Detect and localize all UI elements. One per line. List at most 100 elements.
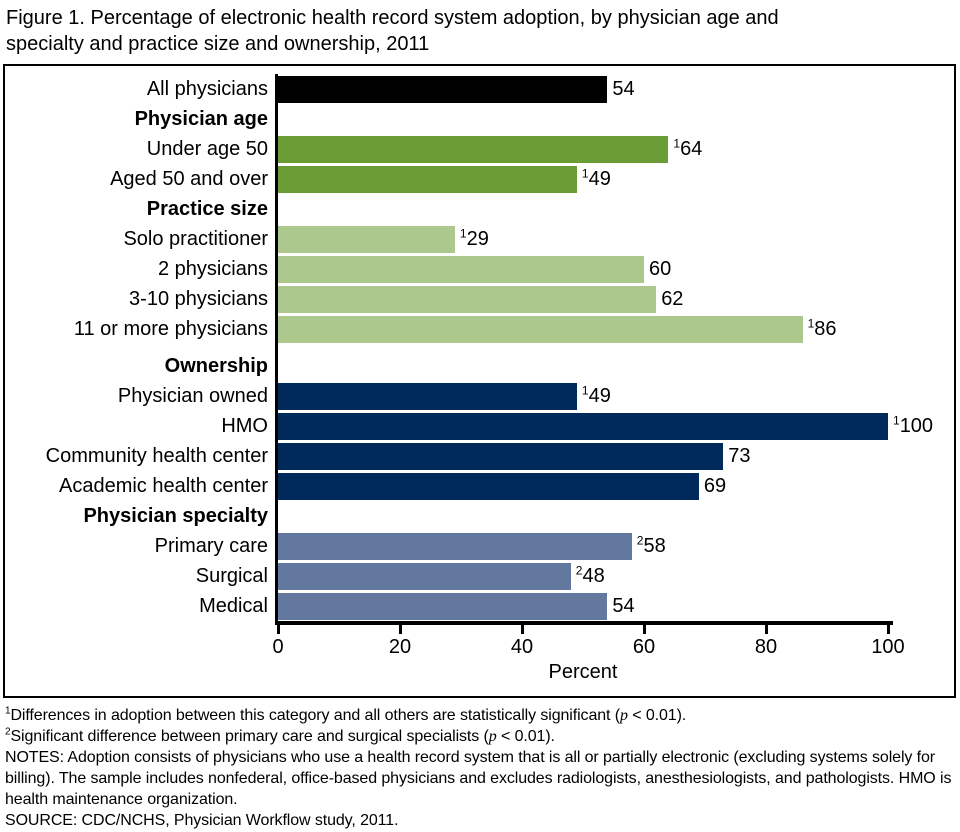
bar-value-label: 258	[636, 532, 666, 557]
row-plot	[275, 196, 954, 223]
category-label: 11 or more physicians	[73, 317, 268, 340]
category-label: Solo practitioner	[123, 227, 268, 250]
x-axis-tick	[764, 625, 768, 634]
footnote-2-p: p	[488, 728, 497, 745]
bar-all-physicians	[278, 75, 608, 103]
row-plot	[275, 503, 954, 530]
row-plot: 129	[275, 225, 954, 253]
bar-value-label: 248	[575, 562, 605, 587]
x-axis-tick	[398, 625, 402, 634]
footnote-1-text: Differences in adoption between this cat…	[10, 707, 620, 724]
row-plot: 62	[275, 285, 954, 313]
group-header-row: Physician age	[5, 104, 954, 134]
category-label: Medical	[199, 594, 268, 617]
group-header-label: Practice size	[146, 197, 268, 220]
bar-3-10-physicians	[278, 285, 657, 313]
footnote-2-text: Significant difference between primary c…	[10, 728, 489, 745]
bar-row: Community health center 73	[5, 441, 954, 471]
row-plot: 149	[275, 382, 954, 410]
group-header-row: Ownership	[5, 351, 954, 381]
row-plot: 1100	[275, 412, 954, 440]
bar-value-label: 149	[581, 165, 611, 190]
bar-row: Solo practitioner 129	[5, 224, 954, 254]
bar-row: Primary care 258	[5, 531, 954, 561]
bar-row: 2 physicians 60	[5, 254, 954, 284]
bar-primary-care	[278, 532, 632, 560]
x-axis-tick	[520, 625, 524, 634]
bar-surgical	[278, 562, 571, 590]
footnote-2: 2Significant difference between primary …	[5, 726, 954, 747]
bar-row: Surgical 248	[5, 561, 954, 591]
bar-value-label: 186	[807, 315, 837, 340]
row-plot: 54	[275, 75, 954, 103]
category-label: 3-10 physicians	[129, 287, 268, 310]
chart-box: All physicians 54 Physician age Under age 5…	[3, 64, 956, 698]
category-label: Community health center	[45, 444, 268, 467]
row-plot: 164	[275, 135, 954, 163]
bar-hmo	[278, 412, 888, 440]
x-axis-tick-label: 40	[510, 636, 534, 658]
bar-row: 11 or more physicians 186	[5, 314, 954, 344]
category-label: Academic health center	[58, 474, 268, 497]
bar-value-label: 164	[673, 135, 703, 160]
row-plot	[275, 353, 954, 380]
footnotes: 1Differences in adoption between this ca…	[0, 698, 960, 831]
row-plot: 69	[275, 472, 954, 500]
x-axis-tick	[886, 625, 890, 634]
x-axis-tick-label: 20	[388, 636, 412, 658]
row-plot: 54	[275, 592, 954, 620]
footnote-1: 1Differences in adoption between this ca…	[5, 705, 954, 726]
x-axis-tick-label: 80	[754, 636, 778, 658]
bar-row: Physician owned 149	[5, 381, 954, 411]
bar-aged-50-and-over	[278, 165, 577, 193]
group-header-row: Physician specialty	[5, 501, 954, 531]
group-header-label: Physician age	[134, 107, 268, 130]
x-axis-tick	[642, 625, 646, 634]
x-axis-tick	[276, 625, 280, 634]
category-label: Primary care	[154, 534, 268, 557]
category-label: HMO	[221, 414, 268, 437]
category-label: Physician owned	[117, 384, 268, 407]
x-axis-tick-label: 100	[871, 636, 905, 658]
bar-community-health-center	[278, 442, 724, 470]
row-plot: 73	[275, 442, 954, 470]
bar-rows: All physicians 54 Physician age Under age 5…	[5, 74, 954, 621]
category-label: 2 physicians	[157, 257, 268, 280]
x-axis-baseline	[275, 621, 893, 625]
row-plot	[275, 106, 954, 133]
bar-row: All physicians 54	[5, 74, 954, 104]
bar-value-label: 73	[728, 444, 751, 467]
bar-value-label: 1100	[893, 412, 934, 437]
row-plot: 186	[275, 315, 954, 343]
group-header-label: Ownership	[164, 354, 268, 377]
bar-academic-health-center	[278, 472, 699, 500]
y-axis-line	[275, 74, 278, 621]
bar-value-label: 54	[612, 77, 635, 100]
row-plot: 258	[275, 532, 954, 560]
bar-row: 3-10 physicians 62	[5, 284, 954, 314]
row-plot: 248	[275, 562, 954, 590]
x-axis: 0 20 40 60 80 100 Percent	[272, 621, 905, 687]
category-label: Surgical	[195, 564, 268, 587]
bar-value-label: 54	[612, 594, 635, 617]
bar-solo-practitioner	[278, 225, 455, 253]
group-header-label: Physician specialty	[83, 504, 268, 527]
bar-value-label: 62	[661, 287, 684, 310]
category-label: All physicians	[146, 77, 268, 100]
row-plot: 60	[275, 255, 954, 283]
bar-physician-owned	[278, 382, 577, 410]
source: SOURCE: CDC/NCHS, Physician Workflow stu…	[5, 812, 399, 829]
bar-value-label: 149	[581, 382, 611, 407]
x-axis-label: Percent	[548, 661, 618, 683]
notes: NOTES: Adoption consists of physicians w…	[5, 749, 952, 808]
bar-value-label: 129	[459, 225, 489, 250]
page-title: Figure 1. Percentage of electronic healt…	[6, 7, 779, 55]
footnote-2-sup: 2	[5, 726, 11, 738]
bar-row: Under age 50 164	[5, 134, 954, 164]
bar-under-age-50	[278, 135, 669, 163]
bar-row: Academic health center 69	[5, 471, 954, 501]
bar-row: Medical 54	[5, 591, 954, 621]
footnote-1-tail: < 0.01).	[627, 707, 687, 724]
x-axis-tick-label: 0	[272, 636, 284, 658]
bar-11-or-more-physicians	[278, 315, 803, 343]
